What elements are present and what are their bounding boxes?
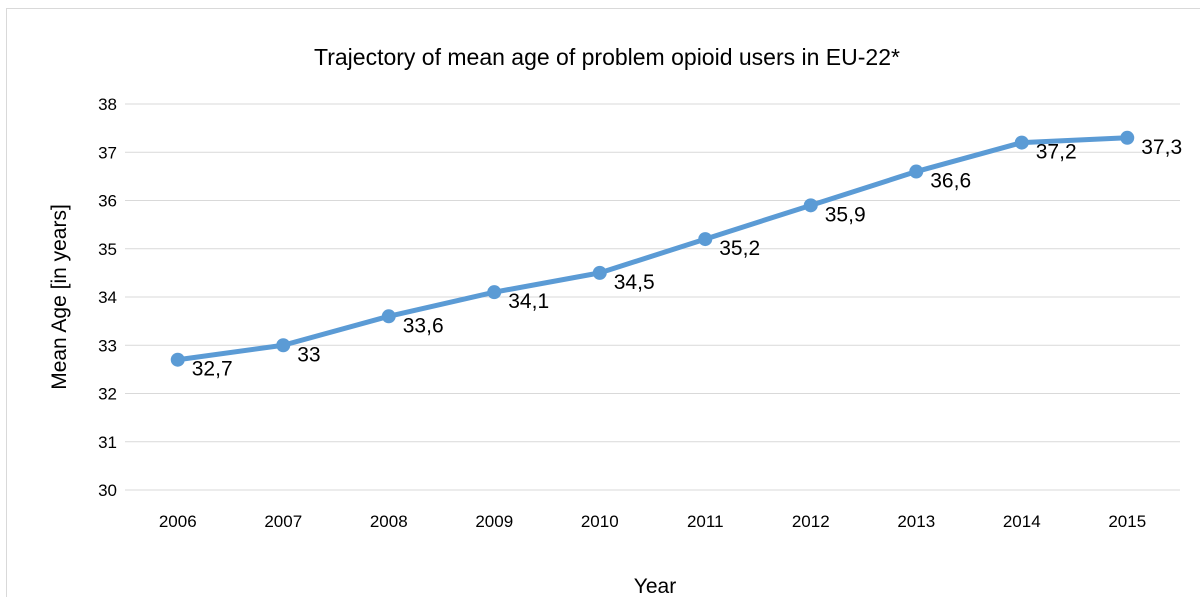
y-tick-label: 30 <box>98 481 117 500</box>
data-point <box>803 198 818 213</box>
y-tick-label: 31 <box>98 433 117 452</box>
x-tick-label: 2009 <box>475 512 513 531</box>
data-label: 35,2 <box>719 237 760 260</box>
y-tick-label: 32 <box>98 385 117 404</box>
data-point <box>276 338 291 353</box>
data-point <box>592 265 607 280</box>
x-tick-label: 2014 <box>1003 512 1041 531</box>
data-point <box>1014 135 1029 150</box>
data-point <box>1120 130 1135 145</box>
data-point <box>381 309 396 324</box>
data-label: 34,1 <box>508 290 549 313</box>
x-tick-label: 2013 <box>897 512 935 531</box>
data-point <box>698 232 713 247</box>
chart-frame <box>6 8 1200 597</box>
x-tick-label: 2012 <box>792 512 830 531</box>
x-tick-labels: 2006 2007 2008 2009 2010 2011 2012 2013 2014 2015 <box>159 512 1146 531</box>
data-labels: 32,7 33 33,6 34,1 34,5 35,2 35,9 36,6 37,2 37,3 <box>192 136 1182 381</box>
data-label: 32,7 <box>192 358 233 381</box>
y-tick-label: 35 <box>98 240 117 259</box>
x-tick-label: 2015 <box>1108 512 1146 531</box>
y-tick-label: 38 <box>98 95 117 114</box>
data-label: 33 <box>297 343 320 366</box>
gridlines <box>125 103 1180 491</box>
data-label: 37,2 <box>1036 141 1077 164</box>
y-axis-title: Mean Age [in years] <box>48 204 71 390</box>
y-tick-label: 36 <box>98 192 117 211</box>
y-tick-label: 34 <box>98 288 117 307</box>
series-mean-age <box>170 130 1135 367</box>
x-tick-label: 2006 <box>159 512 197 531</box>
data-label: 34,5 <box>614 271 655 294</box>
y-tick-label: 37 <box>98 143 117 162</box>
x-tick-label: 2010 <box>581 512 619 531</box>
data-label: 35,9 <box>825 203 866 226</box>
x-axis-title: Year <box>634 575 676 597</box>
data-label: 33,6 <box>403 314 444 337</box>
x-tick-label: 2007 <box>264 512 302 531</box>
data-label: 37,3 <box>1141 136 1182 159</box>
data-label: 36,6 <box>930 170 971 193</box>
series-line <box>175 135 1130 363</box>
chart-title: Trajectory of mean age of problem opioid… <box>314 44 900 70</box>
data-point <box>487 285 502 300</box>
y-tick-label: 33 <box>98 336 117 355</box>
data-point <box>170 352 185 367</box>
x-tick-label: 2008 <box>370 512 408 531</box>
data-point <box>909 164 924 179</box>
y-tick-labels: 30 31 32 33 34 35 36 37 38 <box>98 95 117 500</box>
x-tick-label: 2011 <box>687 512 724 531</box>
